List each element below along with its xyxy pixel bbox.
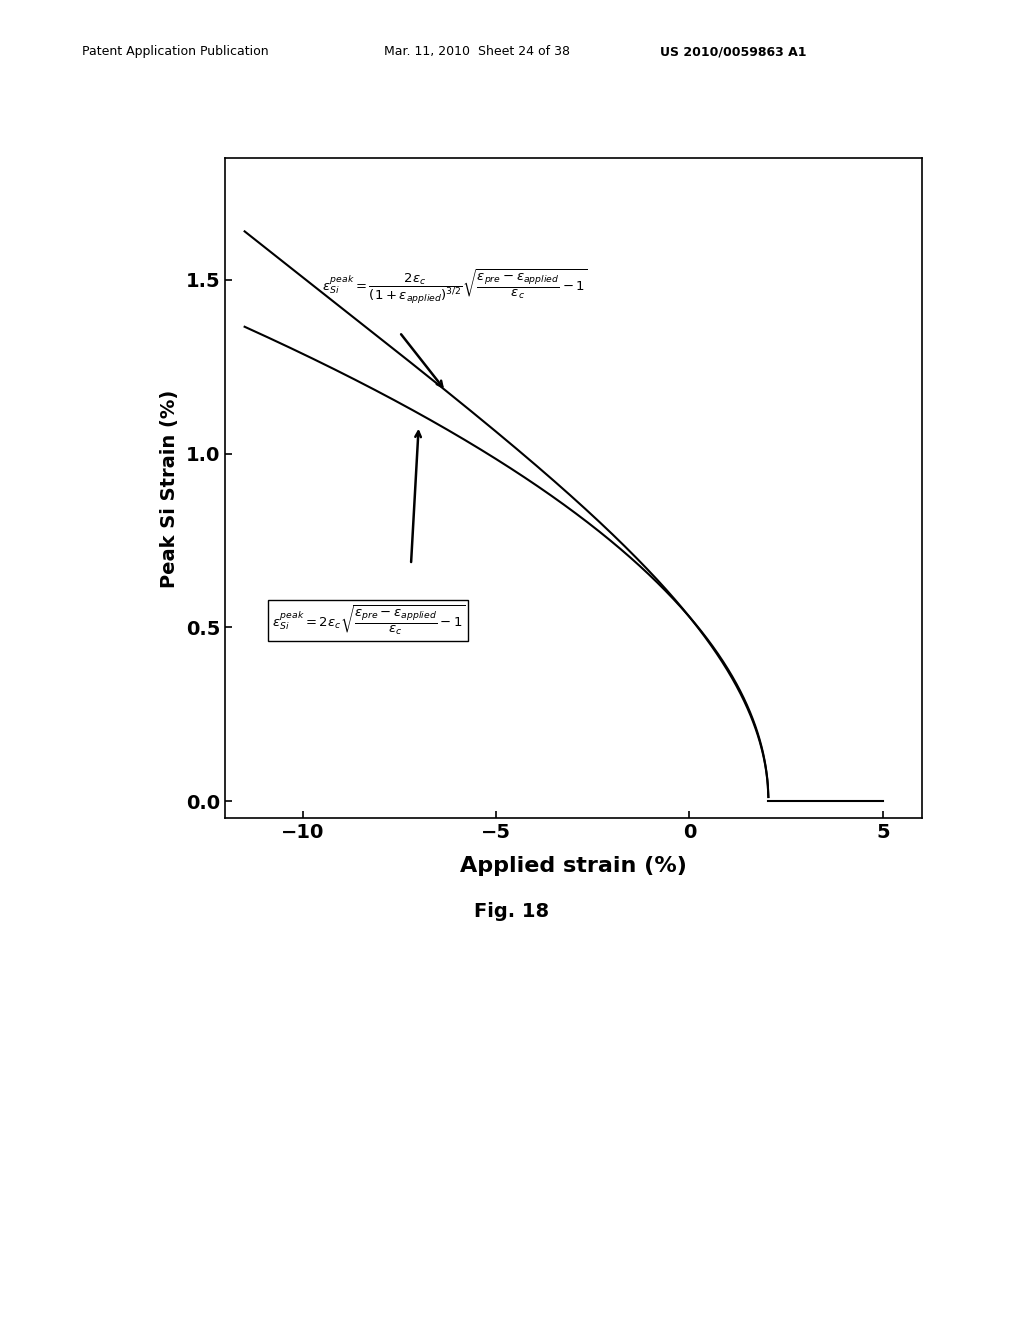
Text: Mar. 11, 2010  Sheet 24 of 38: Mar. 11, 2010 Sheet 24 of 38 <box>384 45 570 58</box>
Text: Fig. 18: Fig. 18 <box>474 903 550 921</box>
X-axis label: Applied strain (%): Applied strain (%) <box>460 857 687 876</box>
Text: $\varepsilon_{Si}^{peak} = 2\varepsilon_c\sqrt{\dfrac{\varepsilon_{pre}-\varepsi: $\varepsilon_{Si}^{peak} = 2\varepsilon_… <box>271 603 465 638</box>
Text: Patent Application Publication: Patent Application Publication <box>82 45 268 58</box>
Text: $\varepsilon_{Si}^{peak} = \dfrac{2\varepsilon_c}{(1+\varepsilon_{applied})^{3/2: $\varepsilon_{Si}^{peak} = \dfrac{2\vare… <box>322 268 588 306</box>
Y-axis label: Peak Si Strain (%): Peak Si Strain (%) <box>160 389 179 587</box>
Text: US 2010/0059863 A1: US 2010/0059863 A1 <box>660 45 807 58</box>
